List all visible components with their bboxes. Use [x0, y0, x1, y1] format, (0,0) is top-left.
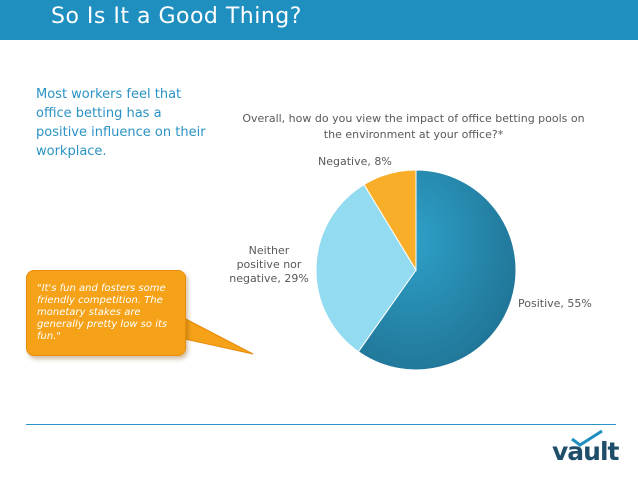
pie-label-negative: Negative, 8% — [318, 155, 392, 168]
quote-callout: "It's fun and fosters some friendly comp… — [26, 270, 186, 356]
logo-check-icon — [571, 429, 603, 447]
pie-slice-neutral — [315, 183, 417, 353]
pie-label-neutral: Neither positive nor negative, 29% — [229, 244, 309, 285]
slide-title: So Is It a Good Thing? — [51, 4, 302, 29]
title-bar: So Is It a Good Thing? — [0, 0, 638, 40]
intro-text: Most workers feel that office betting ha… — [36, 87, 206, 159]
footer-divider — [26, 424, 616, 425]
pie-label-positive: Positive, 55% — [518, 297, 592, 310]
chart-title: Overall, how do you view the impact of o… — [242, 112, 585, 141]
quote-text: "It's fun and fosters some friendly comp… — [37, 283, 168, 342]
pie-slice-positive — [357, 169, 517, 371]
pie-slice-negative — [363, 169, 417, 272]
